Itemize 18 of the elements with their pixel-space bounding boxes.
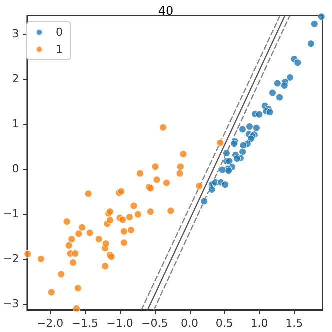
y-tick-label: 1 — [12, 118, 20, 131]
x-tick-label: −1.5 — [72, 317, 98, 330]
chart-title: 40 — [158, 4, 174, 18]
y-tick-label: 0 — [12, 162, 20, 176]
y-tick-label: 3 — [12, 28, 20, 41]
y-tick-label: −1 — [2, 208, 20, 221]
x-tick-label: −1.0 — [106, 317, 134, 330]
x-tick-label: 1.5 — [286, 317, 304, 330]
x-tick-label: 0.0 — [181, 317, 199, 330]
y-tick-label: 2 — [12, 72, 20, 86]
y-tick-label: −2 — [2, 252, 20, 266]
y-tick-label: −3 — [2, 298, 20, 311]
legend-label: 0 — [56, 26, 63, 39]
x-tick-label: 1.0 — [250, 317, 268, 330]
x-tick-label: 0.5 — [216, 317, 234, 330]
legend-label: 1 — [56, 43, 63, 56]
x-tick-label: −2.0 — [36, 317, 64, 330]
x-tick-label: −0.5 — [142, 317, 168, 330]
